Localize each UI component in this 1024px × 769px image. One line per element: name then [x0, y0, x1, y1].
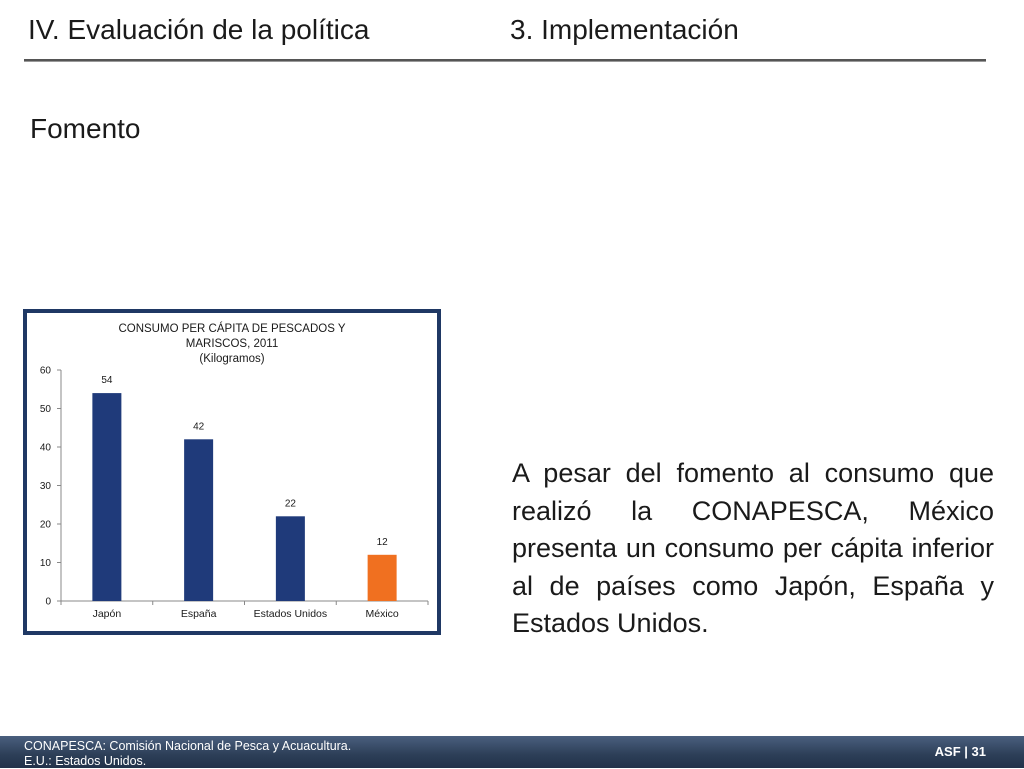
x-tick-label: México	[365, 608, 398, 620]
y-tick-label: 50	[40, 404, 52, 415]
x-tick-label: España	[181, 608, 217, 620]
y-tick-label: 30	[40, 481, 52, 492]
footer-notes: CONAPESCA: Comisión Nacional de Pesca y …	[24, 739, 351, 769]
subsection-heading: 3. Implementación	[510, 14, 739, 45]
page-number: ASF | 31	[934, 744, 986, 759]
bar-3	[367, 554, 397, 601]
chart-title-line-1: CONSUMO PER CÁPITA DE PESCADOS Y	[118, 323, 346, 335]
page-title: Fomento	[30, 113, 141, 144]
header-divider	[24, 59, 986, 62]
y-tick-label: 10	[40, 558, 52, 569]
footer-bar	[0, 736, 1024, 768]
x-tick-label: Japón	[93, 608, 122, 620]
y-tick-label: 20	[40, 520, 52, 531]
bar-0	[92, 393, 122, 601]
data-label: 22	[285, 498, 297, 509]
data-label: 12	[377, 537, 389, 548]
chart-title-line-3: (Kilogramos)	[199, 353, 265, 365]
chart-title-line-2: MARISCOS, 2011	[185, 338, 279, 350]
section-heading: IV. Evaluación de la política	[28, 14, 370, 45]
y-tick-label: 40	[40, 443, 52, 454]
y-tick-label: 60	[40, 366, 52, 377]
chart-plot: 0 10 20 30 40 50 60 54 Japón 42 España 22 Estados Un…	[40, 366, 429, 620]
y-tick-label: 0	[45, 597, 51, 608]
data-label: 54	[101, 375, 113, 386]
body-paragraph: A pesar del fomento al consumo que reali…	[512, 458, 994, 638]
footer-note: E.U.: Estados Unidos.	[24, 754, 147, 768]
bar-chart: 0 10 20 30 40 50 60 54 Japón 42 España 22 Estados Un…	[23, 309, 441, 635]
data-label: 42	[193, 421, 205, 432]
x-tick-label: Estados Unidos	[254, 608, 328, 620]
bar-2	[275, 516, 305, 601]
footer-note: CONAPESCA: Comisión Nacional de Pesca y …	[24, 739, 352, 753]
bar-1	[184, 439, 214, 601]
chart-title: CONSUMO PER CÁPITA DE PESCADOS Y MARISCO…	[27, 322, 437, 367]
